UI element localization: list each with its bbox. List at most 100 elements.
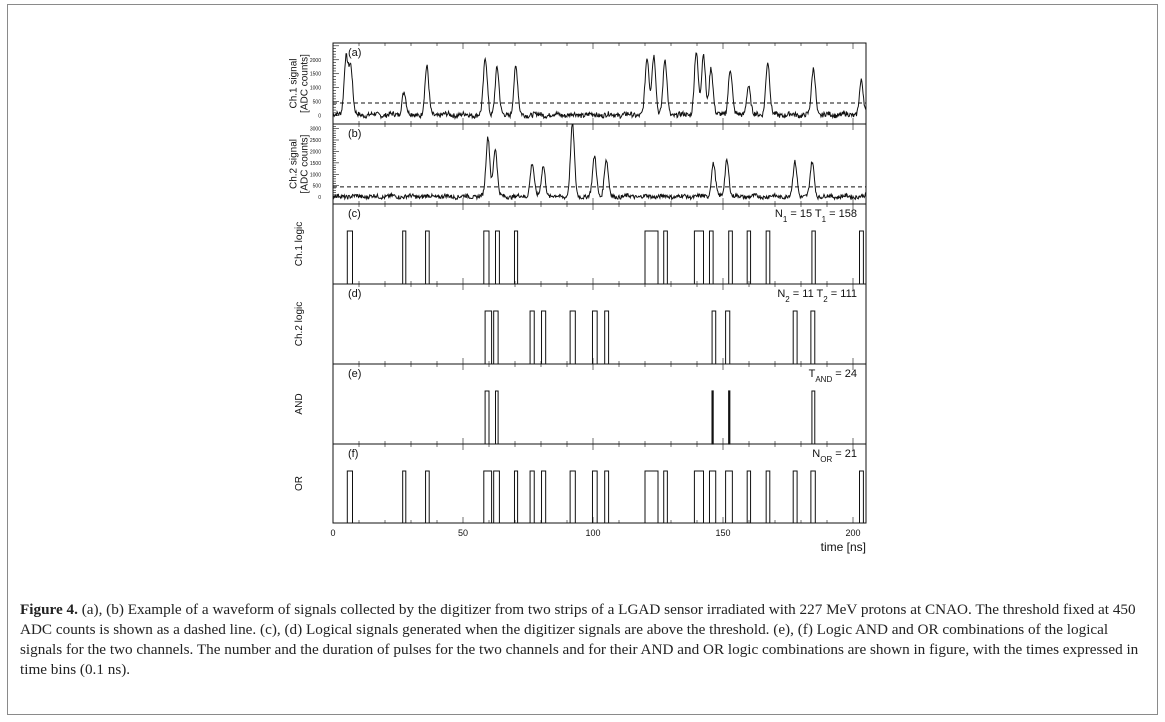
logic-pulse [513, 470, 519, 524]
logic-pulse [765, 230, 771, 285]
logic-pulse [693, 470, 705, 524]
logic-pulse [693, 230, 705, 285]
y-tick-label: 1000 [310, 172, 321, 178]
logic-pulse [483, 470, 493, 524]
logic-pulse [644, 470, 659, 524]
y-tick-label: 2000 [310, 149, 321, 155]
panel-frame [332, 42, 867, 125]
y-tick-label: 500 [313, 184, 322, 190]
logic-pulse [711, 310, 717, 365]
y-axis-label: [ADC counts] [300, 54, 311, 113]
logic-pulse [811, 390, 816, 445]
logic-pulse [484, 390, 490, 445]
logic-pulse [746, 470, 752, 524]
y-axis-label: Ch.1 logic [294, 222, 305, 266]
y-axis-label: [ADC counts] [300, 134, 311, 193]
logic-pulse [541, 310, 547, 365]
panel-tag: (c) [348, 208, 361, 220]
x-tick-label: 0 [330, 528, 335, 538]
logic-pulse [746, 230, 752, 285]
x-axis-label: time [ns] [821, 540, 866, 554]
logic-pulse [569, 470, 576, 524]
panel-annotation: N1 = 15 T1 = 158 [775, 208, 857, 224]
y-axis-label: AND [294, 393, 305, 414]
panel-b: (b) Ch.2 signal [ADC counts] 0 500 1000 1500 20… [289, 123, 867, 205]
logic-pulse [728, 230, 733, 285]
waveform-line [332, 123, 867, 202]
panel-tag: (e) [348, 368, 361, 380]
logic-pulse [513, 230, 519, 285]
y-tick-label: 1500 [310, 72, 321, 78]
y-tick-label: 3000 [310, 127, 321, 133]
logic-pulse [708, 230, 714, 285]
panel-d: (d) Ch.2 logic N2 = 11 T2 = 111 [294, 283, 867, 365]
caption-label: Figure 4. [20, 601, 78, 618]
y-tick-label: 0 [318, 114, 321, 120]
logic-pulse [529, 310, 535, 365]
logic-pulse [728, 390, 731, 445]
logic-pulse [402, 470, 407, 524]
logic-pulse [425, 470, 430, 524]
panel-frame [332, 443, 867, 524]
y-tick-label: 0 [318, 195, 321, 201]
panel-frame [332, 363, 867, 445]
logic-pulse [644, 230, 659, 285]
panel-e: (e) AND TAND = 24 [294, 363, 867, 445]
panel-tag: (f) [348, 448, 358, 460]
y-tick-label: 2500 [310, 138, 321, 144]
logic-pulse [792, 310, 798, 365]
logic-pulse [663, 470, 668, 524]
caption-text: (a), (b) Example of a waveform of signal… [20, 601, 1139, 678]
logic-pulse [792, 470, 798, 524]
panel-f: (f) OR NOR = 21 [294, 443, 867, 524]
x-tick-label: 150 [715, 528, 730, 538]
logic-pulse [859, 230, 864, 285]
logic-pulse [346, 470, 353, 524]
panel-tag: (a) [348, 47, 361, 59]
figure-caption: Figure 4. (a), (b) Example of a waveform… [20, 600, 1145, 680]
logic-pulse [725, 310, 731, 365]
x-tick-label: 100 [585, 528, 600, 538]
y-axis-label: Ch.2 logic [294, 302, 305, 346]
y-axis-label: OR [294, 476, 305, 491]
logic-pulse [493, 310, 499, 365]
logic-pulse [711, 390, 714, 445]
logic-pulse [604, 470, 610, 524]
waveform-line [332, 52, 867, 120]
logic-pulse [483, 230, 490, 285]
panel-frame [332, 123, 867, 205]
logic-pulse [569, 310, 576, 365]
panel-c: (c) Ch.1 logic N1 = 15 T1 = 158 [294, 203, 867, 285]
y-axis-label: Ch.1 signal [289, 58, 300, 108]
figure-chart: (a)Ch.1 signal [ADC counts]05001000150020… [289, 42, 867, 554]
logic-pulse [811, 230, 816, 285]
logic-pulse [495, 230, 500, 285]
x-tick-label: 200 [845, 528, 860, 538]
y-tick-label: 1000 [310, 86, 321, 92]
logic-pulse [810, 470, 816, 524]
panel-annotation: TAND = 24 [809, 368, 857, 384]
panel-tag: (b) [348, 128, 361, 140]
logic-pulse [810, 310, 816, 365]
logic-pulse [591, 310, 598, 365]
logic-pulse [346, 230, 353, 285]
logic-pulse [529, 470, 535, 524]
y-tick-label: 500 [313, 100, 322, 106]
y-axis-label: Ch.2 signal [289, 139, 300, 189]
figure-frame [7, 4, 1158, 715]
logic-pulse [484, 310, 493, 365]
panel-tag: (d) [348, 288, 361, 300]
logic-pulse [663, 230, 668, 285]
x-tick-label: 50 [458, 528, 468, 538]
logic-pulse [591, 470, 598, 524]
logic-pulse [402, 230, 407, 285]
logic-pulse [495, 390, 499, 445]
logic-pulse [493, 470, 500, 524]
logic-pulse [541, 470, 547, 524]
logic-pulse [425, 230, 430, 285]
y-tick-label: 2000 [310, 58, 321, 64]
panel-annotation: N2 = 11 T2 = 111 [777, 288, 857, 304]
logic-pulse [604, 310, 610, 365]
panel-annotation: NOR = 21 [812, 448, 857, 464]
logic-pulse [859, 470, 864, 524]
